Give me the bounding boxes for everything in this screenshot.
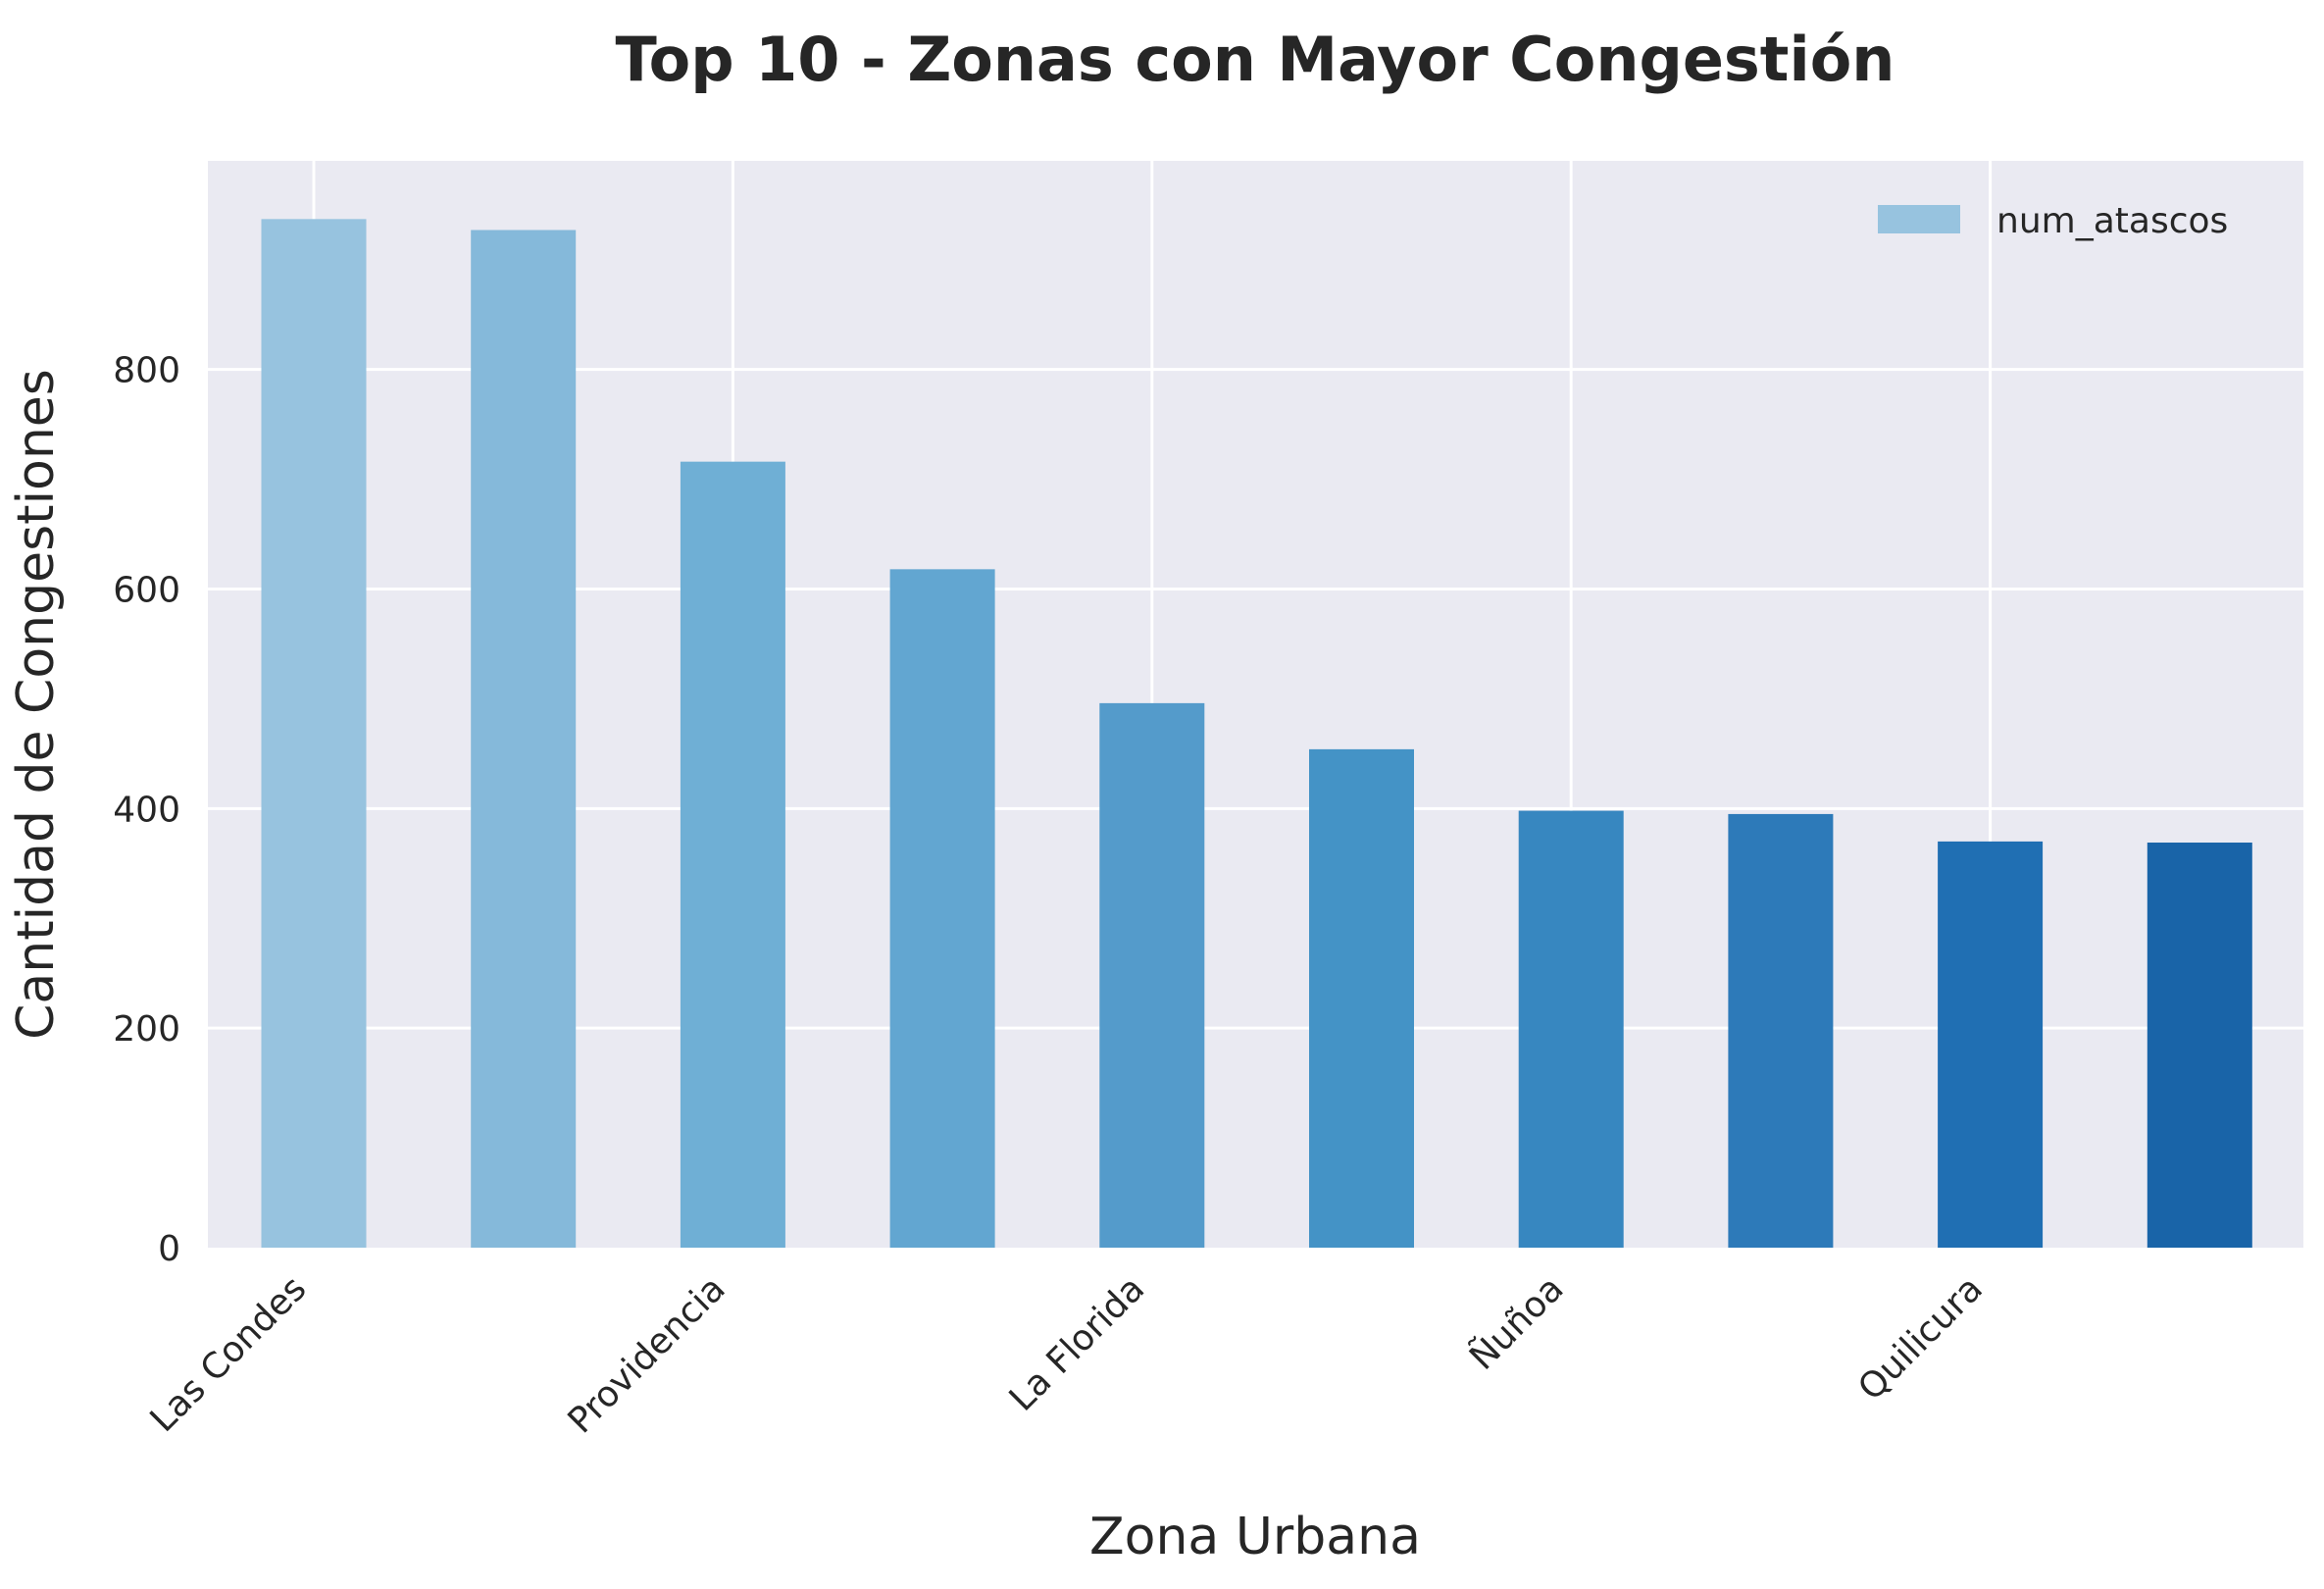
bar: [261, 219, 367, 1249]
x-axis-label: Zona Urbana: [1089, 1508, 1421, 1566]
x-tick-label: Las Condes: [143, 1268, 315, 1440]
x-tick-label: Quilicura: [1850, 1268, 1991, 1409]
bar: [680, 461, 785, 1249]
x-tick-label: Ñuñoa: [1461, 1268, 1571, 1378]
bar: [1938, 841, 2044, 1248]
x-tick-label: La Florida: [1002, 1268, 1152, 1418]
y-tick-label: 0: [158, 1229, 180, 1269]
y-tick-label: 200: [113, 1009, 180, 1050]
bar: [1728, 813, 1834, 1248]
chart-title: Top 10 - Zonas con Mayor Congestión: [616, 24, 1895, 95]
bar: [1518, 810, 1624, 1248]
legend: num_atascos: [1878, 201, 2228, 241]
x-tick-labels: Las Condes Providencia La Florida Ñuñoa Quil…: [143, 1268, 1991, 1442]
legend-swatch: [1878, 205, 1960, 233]
y-tick-labels: 0 200 400 600 800: [113, 351, 180, 1269]
bar: [1309, 748, 1414, 1248]
y-tick-label: 600: [113, 570, 180, 610]
bars: [261, 219, 2252, 1249]
legend-label: num_atascos: [1996, 201, 2228, 241]
y-tick-label: 800: [113, 351, 180, 391]
bar: [471, 230, 577, 1249]
bar: [889, 569, 995, 1248]
y-axis-label: Cantidad de Congestiones: [7, 369, 66, 1040]
x-tick-label: Providencia: [561, 1268, 733, 1441]
y-tick-label: 400: [113, 790, 180, 830]
bar: [1099, 702, 1205, 1248]
bar: [2147, 843, 2252, 1248]
